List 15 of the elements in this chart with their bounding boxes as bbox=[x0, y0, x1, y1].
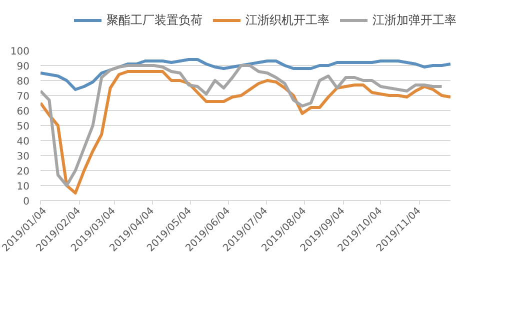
y-tick-label: 60 bbox=[16, 106, 30, 118]
y-tick-label: 40 bbox=[16, 136, 30, 148]
y-tick-label: 100 bbox=[10, 46, 30, 58]
legend-label: 聚酯工厂装置负荷 bbox=[106, 12, 202, 28]
y-tick-label: 80 bbox=[16, 76, 30, 88]
y-tick-label: 10 bbox=[16, 182, 30, 192]
y-tick-label: 20 bbox=[16, 166, 30, 178]
y-tick-label: 90 bbox=[16, 62, 30, 72]
line-series bbox=[40, 58, 450, 91]
y-tick-label: 0 bbox=[23, 196, 30, 208]
legend-label: 江浙加弹开工率 bbox=[372, 12, 456, 28]
y-tick-label: 30 bbox=[16, 152, 30, 162]
legend-label: 江浙织机开工率 bbox=[246, 12, 330, 28]
y-tick-label: 50 bbox=[16, 122, 30, 132]
y-tick-label: 70 bbox=[16, 92, 30, 102]
